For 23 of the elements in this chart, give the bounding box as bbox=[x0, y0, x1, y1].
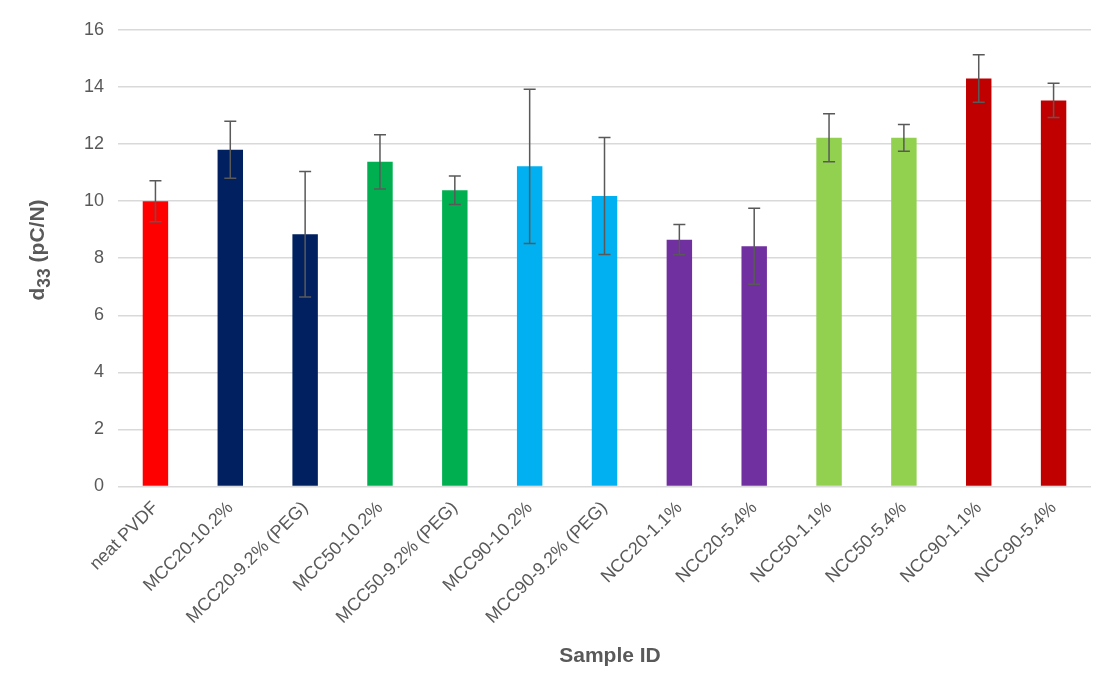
y-tick-label: 14 bbox=[83, 76, 105, 97]
bar bbox=[516, 166, 543, 486]
bar bbox=[367, 161, 393, 486]
x-axis-title: Sample ID bbox=[559, 643, 661, 667]
y-tick-label: 8 bbox=[94, 247, 105, 268]
bar bbox=[142, 201, 169, 486]
bar bbox=[442, 190, 468, 486]
y-tick-label: 0 bbox=[94, 475, 105, 496]
bar bbox=[891, 137, 917, 486]
bar bbox=[1040, 100, 1067, 486]
bar bbox=[217, 149, 244, 486]
y-tick-label: 2 bbox=[94, 418, 105, 439]
y-tick-label: 12 bbox=[83, 133, 105, 154]
y-tick-label: 10 bbox=[83, 190, 105, 211]
bar bbox=[966, 78, 992, 486]
bar bbox=[591, 196, 618, 486]
bar bbox=[741, 246, 767, 486]
y-tick-label: 6 bbox=[94, 304, 105, 325]
bar bbox=[666, 239, 693, 486]
y-tick-label: 4 bbox=[94, 361, 105, 382]
y-tick-label: 16 bbox=[83, 18, 105, 39]
bar bbox=[816, 137, 842, 486]
bar bbox=[292, 234, 318, 486]
